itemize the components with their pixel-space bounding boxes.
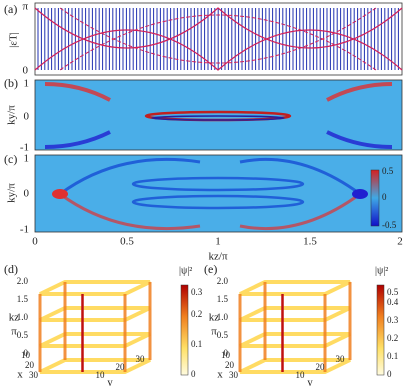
label: 0 [32, 236, 38, 248]
label: 0 [24, 348, 29, 358]
label: 20 [225, 360, 235, 370]
label: 0.5 [17, 330, 29, 340]
label: 0 [382, 192, 387, 202]
label: 1 [24, 78, 30, 90]
label: 2.0 [17, 276, 29, 286]
label: 0 [191, 369, 196, 379]
label: 10 [221, 350, 231, 360]
label: 1.5 [17, 294, 29, 304]
label: 1 [215, 236, 221, 248]
colorbar [376, 284, 385, 376]
spectral-panel [34, 79, 403, 151]
label: 10 [21, 350, 31, 360]
label: kz/π [209, 251, 228, 263]
label: (e) [204, 262, 217, 276]
label: 0.5 [217, 330, 229, 340]
label: 0.2 [387, 333, 398, 343]
label: 20 [316, 362, 326, 372]
label: (d) [4, 262, 18, 276]
label: 2 [397, 236, 403, 248]
label: -0.5 [382, 220, 397, 230]
label: |ψ|² [179, 265, 192, 276]
label: 0.5 [120, 236, 134, 248]
label: (c) [4, 152, 17, 166]
label: 1.0 [17, 312, 29, 322]
label: 1.5 [303, 236, 317, 248]
label: kz [209, 312, 220, 324]
label: 1 [24, 153, 30, 165]
label: x [17, 369, 23, 381]
label: 0.4 [387, 297, 399, 307]
label: 10 [296, 370, 306, 380]
label: π [22, 1, 28, 13]
label: 30 [229, 370, 239, 380]
label: 1.0 [217, 312, 229, 322]
edge-state [239, 306, 351, 322]
label: π [11, 326, 17, 338]
label: 0.1 [191, 339, 202, 349]
label: 30 [136, 354, 146, 364]
band-panel [34, 2, 403, 76]
label: -1 [20, 142, 29, 154]
label: 0 [224, 348, 229, 358]
label: 0.3 [387, 315, 399, 325]
label: 0 [24, 111, 30, 123]
label: y [107, 377, 113, 386]
edge-state [239, 332, 351, 348]
label: |εT| [8, 32, 20, 48]
label: 0.3 [191, 287, 203, 297]
colorbar [180, 284, 189, 376]
label: 0 [23, 65, 29, 77]
edge-state [39, 306, 151, 322]
label: 1.5 [217, 294, 229, 304]
label: ky/π [6, 105, 18, 125]
label: 0 [24, 188, 30, 200]
label: 0.1 [387, 351, 398, 361]
label: ky/π [6, 183, 18, 203]
label: 0 [387, 369, 392, 379]
label: (a) [4, 2, 17, 16]
label: π [211, 326, 217, 338]
label: 0.5 [387, 287, 399, 297]
label: (b) [4, 76, 18, 90]
label: |ψ|² [375, 265, 388, 276]
spectral-panel [34, 154, 403, 233]
label: 20 [25, 360, 35, 370]
label: -1 [20, 224, 29, 236]
label: 2.0 [217, 276, 229, 286]
label: 30 [336, 354, 346, 364]
label: 30 [29, 370, 39, 380]
edge-state [239, 280, 351, 296]
label: x [217, 369, 223, 381]
label: 10 [96, 370, 106, 380]
label: 20 [116, 362, 126, 372]
edge-state [39, 332, 151, 348]
edge-state [39, 280, 151, 296]
label: 0.5 [382, 166, 394, 176]
label: 0.2 [191, 309, 202, 319]
label: kz [9, 312, 20, 324]
label: y [307, 377, 313, 386]
